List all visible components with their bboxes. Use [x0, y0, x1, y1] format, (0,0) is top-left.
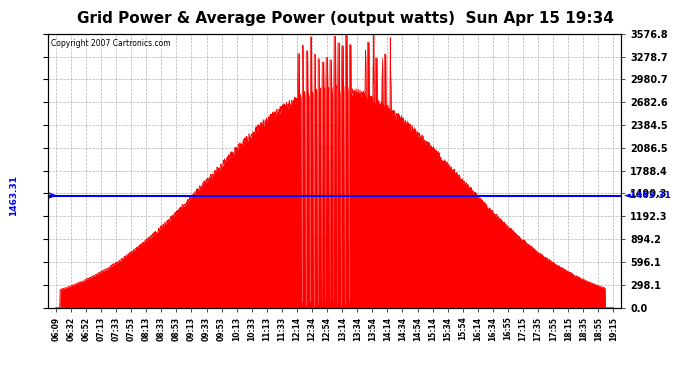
Text: ◄1463.31: ◄1463.31 [624, 191, 672, 200]
Text: 1463.31: 1463.31 [10, 175, 19, 216]
Text: Grid Power & Average Power (output watts)  Sun Apr 15 19:34: Grid Power & Average Power (output watts… [77, 11, 613, 26]
Text: Copyright 2007 Cartronics.com: Copyright 2007 Cartronics.com [51, 39, 171, 48]
